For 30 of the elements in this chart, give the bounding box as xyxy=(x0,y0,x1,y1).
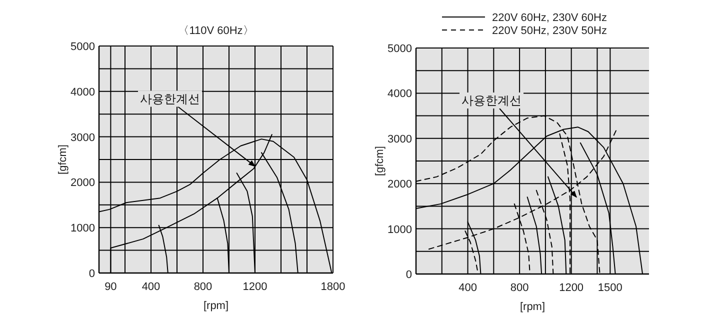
x-axis-title: [rpm] xyxy=(520,301,546,313)
x-axis-title: [rpm] xyxy=(203,300,229,312)
legend-label: 220V 60Hz, 230V 60Hz xyxy=(492,12,607,24)
y-axis-title: [gfcm] xyxy=(374,146,386,176)
y-tick-label: 0 xyxy=(88,268,95,280)
x-tick-label: 1800 xyxy=(320,281,346,293)
y-tick-label: 2000 xyxy=(388,178,412,191)
legend-label: 220V 50Hz, 230V 50Hz xyxy=(492,25,607,37)
y-tick-label: 1000 xyxy=(388,224,412,236)
y-tick-label: 3000 xyxy=(388,133,412,146)
y-tick-label: 3000 xyxy=(70,132,95,144)
x-tick-label: 800 xyxy=(510,282,529,294)
x-tick-label: 800 xyxy=(194,281,212,293)
y-tick-label: 2000 xyxy=(70,177,95,190)
annotation: 사용한계선 xyxy=(140,92,200,106)
y-tick-label: 1000 xyxy=(70,222,95,235)
y-tick-label: 5000 xyxy=(70,41,95,53)
x-tick-label: 1200 xyxy=(242,281,268,293)
y-axis-title: [gfcm] xyxy=(57,144,69,174)
y-tick-label: 4000 xyxy=(388,88,412,100)
x-tick-label: 1500 xyxy=(598,282,622,294)
x-tick-label: 400 xyxy=(458,282,477,294)
y-tick-label: 0 xyxy=(406,269,412,281)
chart-title: 〈110V 60Hz〉 xyxy=(178,25,254,37)
y-tick-label: 5000 xyxy=(388,43,412,55)
annotation: 사용한계선 xyxy=(462,94,522,108)
x-tick-label: 400 xyxy=(142,281,160,293)
x-tick-label: 90 xyxy=(104,281,117,293)
x-tick-label: 1200 xyxy=(559,282,584,294)
y-tick-label: 4000 xyxy=(70,86,95,98)
